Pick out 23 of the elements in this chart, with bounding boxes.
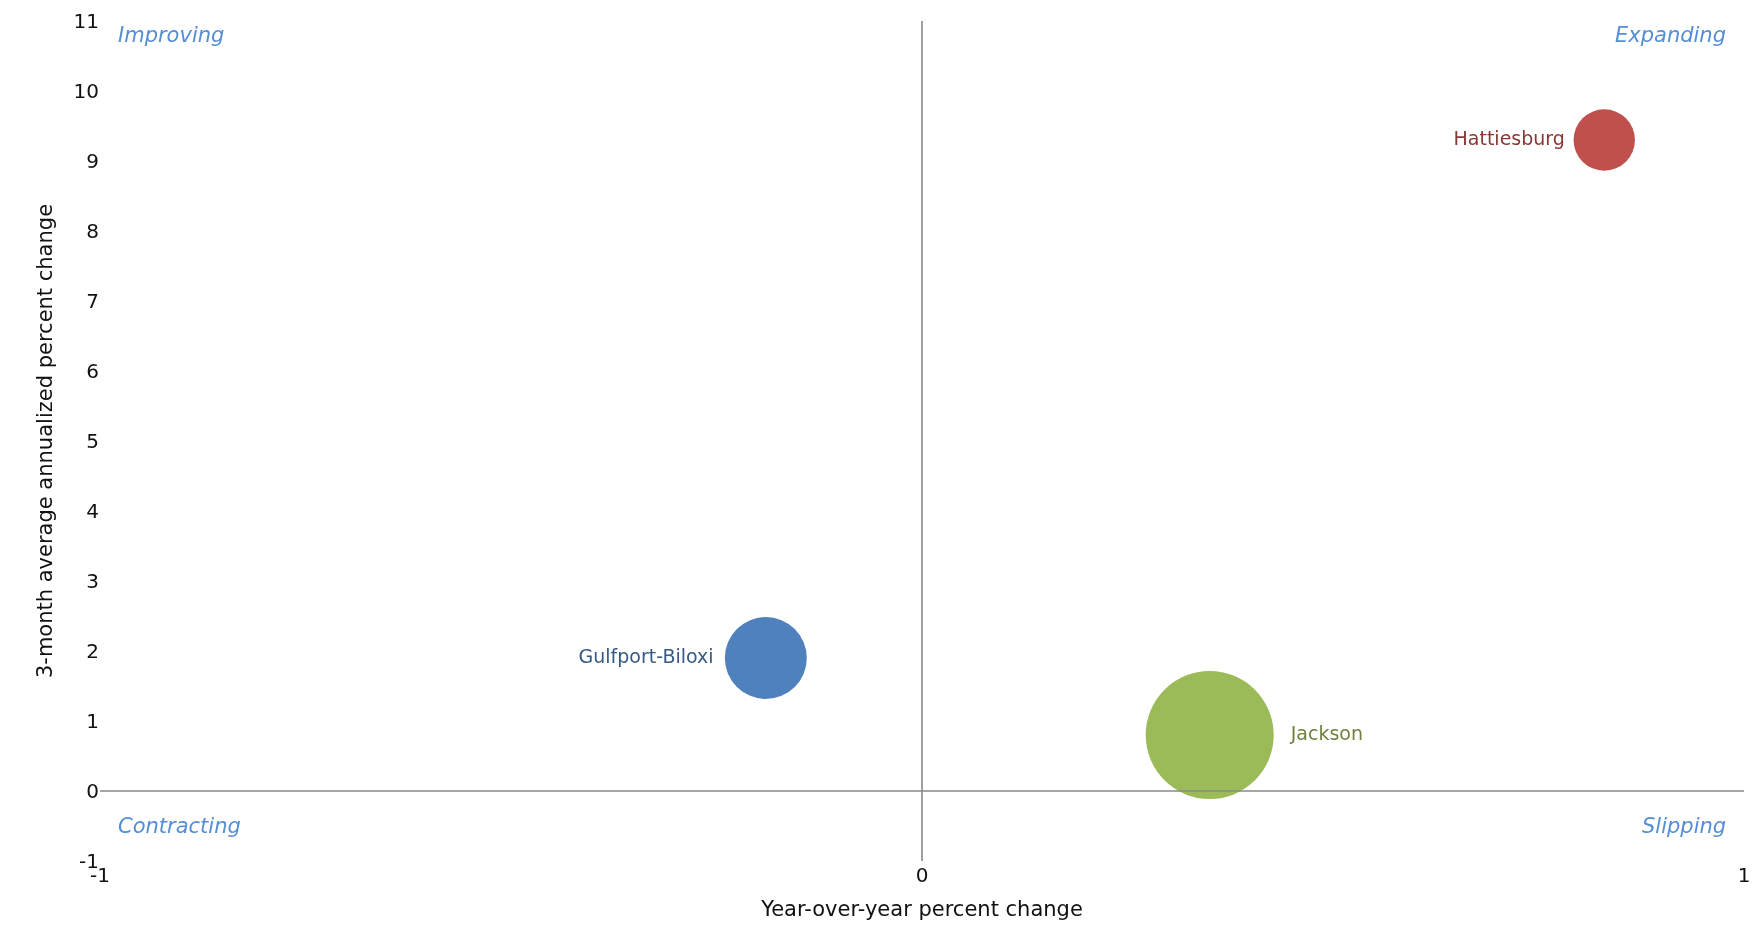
series-label: Gulfport-Biloxi — [578, 644, 714, 667]
y-tick-label: 8 — [86, 219, 99, 243]
y-tick-label: 9 — [86, 149, 99, 173]
y-tick-label: 5 — [86, 429, 99, 453]
x-tick-label: 0 — [915, 863, 929, 887]
y-tick-label: 6 — [86, 359, 99, 383]
annotation: Improving — [118, 23, 225, 47]
x-tick-label: 1 — [1737, 863, 1751, 887]
y-tick-label: 10 — [73, 79, 99, 103]
y-axis-title: 3-month average annualized percent change — [32, 203, 57, 679]
annotation: Expanding — [1615, 23, 1727, 47]
series-label: Jackson — [1289, 721, 1363, 744]
y-tick-label: 4 — [86, 499, 99, 523]
y-tick-label: 3 — [86, 569, 99, 593]
y-tick-label: 11 — [73, 9, 99, 33]
y-tick-label: 1 — [86, 709, 99, 733]
y-tick-label: 0 — [86, 779, 99, 803]
y-tick-label: 7 — [86, 289, 99, 313]
series-label: Hattiesburg — [1453, 126, 1565, 149]
annotation: Slipping — [1642, 814, 1727, 838]
x-axis-title: Year-over-year percent change — [760, 897, 1083, 922]
annotation: Contracting — [118, 814, 241, 838]
y-tick-label: 2 — [86, 639, 99, 663]
